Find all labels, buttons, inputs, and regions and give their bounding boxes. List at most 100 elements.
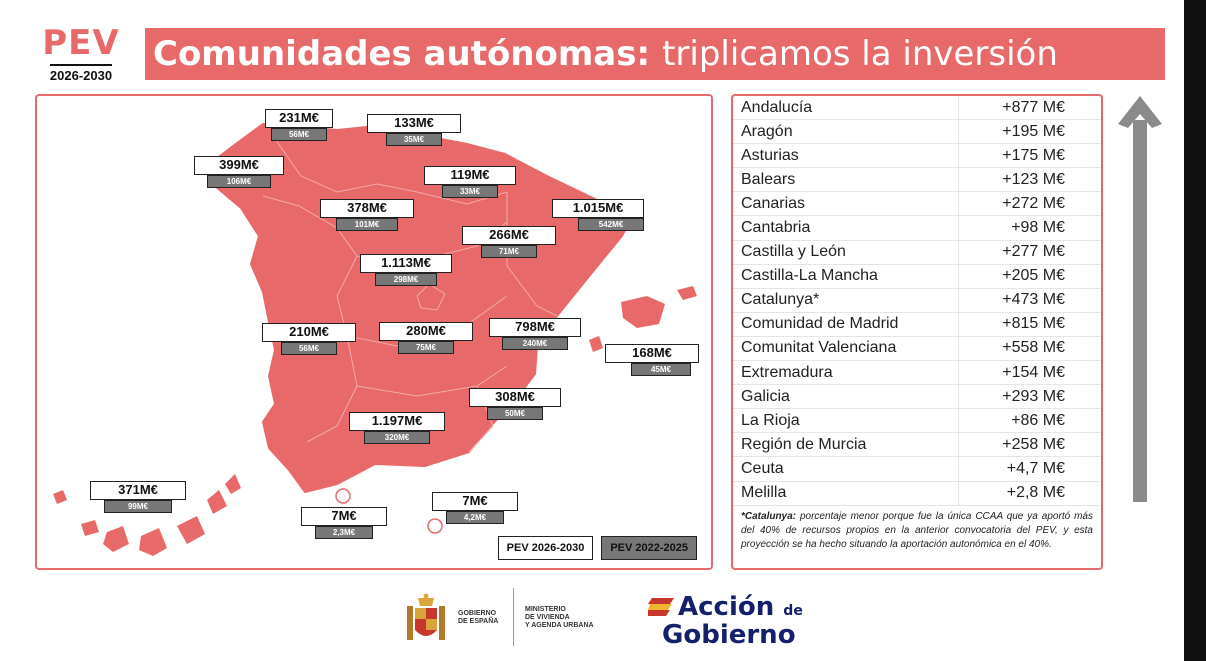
table-cell-value: +4,7 M€ <box>1006 459 1065 477</box>
balears-ibiza <box>589 336 603 352</box>
accion-gobierno: Gobierno <box>662 620 796 650</box>
footnote-label: *Catalunya: <box>741 510 797 522</box>
map-label-new: 399M€ <box>194 156 284 175</box>
table-cell-value: +258 M€ <box>1002 435 1065 453</box>
legend-new: PEV 2026-2030 <box>497 536 594 560</box>
gov-line-1: GOBIERNO <box>458 610 497 617</box>
flag-stripes-icon <box>648 598 674 616</box>
brand-years: 2026-2030 <box>49 64 113 83</box>
table-cell-value: +86 M€ <box>1011 411 1065 429</box>
table-row: Comunitat Valenciana +558 M€ <box>733 336 1101 362</box>
table-cell-name: La Rioja <box>733 409 959 433</box>
gov-logo-text: GOBIERNO DE ESPAÑA <box>458 610 498 626</box>
map-label-melilla: 7M€ 4,2M€ <box>432 492 518 524</box>
table-cell-value: +205 M€ <box>1002 267 1065 285</box>
table-cell-name: Extremadura <box>733 361 959 385</box>
coat-of-arms-icon <box>407 593 445 640</box>
map-label-new: 280M€ <box>379 322 473 341</box>
brand-logo: PEV 2026-2030 <box>36 26 126 85</box>
map-label-castilla-leon: 378M€ 101M€ <box>320 199 414 231</box>
table-cell-name: Comunidad de Madrid <box>733 312 959 336</box>
balears-shape <box>621 296 665 328</box>
table-row: Galicia +293 M€ <box>733 385 1101 410</box>
map-label-new: 1.015M€ <box>552 199 644 218</box>
map-label-madrid: 1.113M€ 298M€ <box>360 254 452 286</box>
spain-map <box>53 122 697 556</box>
min-line-2: DE VIVIENDA <box>525 614 570 621</box>
map-label-old: 33M€ <box>442 185 498 198</box>
table-cell-name: Comunitat Valenciana <box>733 336 959 361</box>
table-cell-value: +272 M€ <box>1002 194 1065 212</box>
map-label-new: 133M€ <box>367 114 461 133</box>
footer-divider <box>513 588 514 646</box>
map-label-old: 56M€ <box>271 128 327 141</box>
table-row: Canarias +272 M€ <box>733 192 1101 217</box>
table-cell-name: Balears <box>733 168 959 192</box>
map-label-new: 7M€ <box>301 507 387 526</box>
table-cell-value: +815 M€ <box>1002 315 1065 333</box>
ministry-logo-text: MINISTERIO DE VIVIENDA Y AGENDA URBANA <box>525 606 594 630</box>
table-cell-name: Galicia <box>733 385 959 409</box>
map-label-ceuta: 7M€ 2,3M€ <box>301 507 387 539</box>
table-cell-name: Aragón <box>733 120 959 144</box>
map-label-cantabria: 133M€ 35M€ <box>367 114 461 146</box>
up-arrow-icon <box>1118 96 1162 128</box>
map-label-new: 1.197M€ <box>349 412 445 431</box>
table-cell-value: +877 M€ <box>1002 98 1065 116</box>
table-cell-name: Cantabria <box>733 216 959 240</box>
table-cell-value: +293 M€ <box>1002 387 1065 405</box>
map-label-canarias: 371M€ 99M€ <box>90 481 186 513</box>
map-label-old: 35M€ <box>386 133 442 146</box>
table-cell-value: +175 M€ <box>1002 146 1065 164</box>
map-label-new: 7M€ <box>432 492 518 511</box>
map-panel: 231M€ 56M€ 133M€ 35M€ 399M€ 106M€ 119M€ … <box>35 94 713 570</box>
table-row: Castilla-La Mancha +205 M€ <box>733 264 1101 289</box>
table-cell-name: Asturias <box>733 144 959 168</box>
footer-logos: GOBIERNO DE ESPAÑA MINISTERIO DE VIVIEND… <box>0 584 1206 654</box>
table-row: Balears +123 M€ <box>733 168 1101 193</box>
footnote: *Catalunya: porcentaje menor porque fue … <box>733 506 1101 556</box>
table-row: Extremadura +154 M€ <box>733 361 1101 386</box>
table-row: Andalucía +877 M€ <box>733 96 1101 121</box>
table-row: La Rioja +86 M€ <box>733 409 1101 434</box>
table-cell-name: Región de Murcia <box>733 433 959 457</box>
map-label-new: 1.113M€ <box>360 254 452 273</box>
map-label-balears: 168M€ 45M€ <box>605 344 699 376</box>
map-label-new: 231M€ <box>265 109 333 128</box>
map-label-old: 99M€ <box>104 500 172 513</box>
table-row: Melilla +2,8 M€ <box>733 481 1101 506</box>
table-row: Comunidad de Madrid +815 M€ <box>733 312 1101 337</box>
accion-line-1: Acción de <box>678 592 803 622</box>
map-label-extremadura: 210M€ 56M€ <box>262 323 356 355</box>
table-cell-value: +2,8 M€ <box>1006 484 1065 502</box>
gov-line-2: DE ESPAÑA <box>458 618 499 625</box>
page-title: Comunidades autónomas: triplicamos la in… <box>145 28 1165 80</box>
map-label-old: 101M€ <box>336 218 398 231</box>
map-label-catalunya: 1.015M€ 542M€ <box>552 199 644 231</box>
table-cell-value: +473 M€ <box>1002 291 1065 309</box>
map-label-aragon: 266M€ 71M€ <box>462 226 556 258</box>
canarias-shapes <box>53 474 241 556</box>
map-label-old: 75M€ <box>398 341 454 354</box>
table-cell-name: Canarias <box>733 192 959 216</box>
table-row: Castilla y León +277 M€ <box>733 240 1101 265</box>
table-cell-value: +123 M€ <box>1002 170 1065 188</box>
map-label-new: 266M€ <box>462 226 556 245</box>
map-label-old: 71M€ <box>481 245 537 258</box>
title-bold: Comunidades autónomas: <box>153 34 651 74</box>
table-cell-value: +98 M€ <box>1011 219 1065 237</box>
table-cell-value: +154 M€ <box>1002 363 1065 381</box>
table-cell-name: Melilla <box>733 481 959 505</box>
legend-old: PEV 2022-2025 <box>601 536 697 560</box>
table-row: Aragón +195 M€ <box>733 120 1101 145</box>
map-label-asturias: 231M€ 56M€ <box>265 109 333 141</box>
up-arrow-shaft <box>1133 120 1147 502</box>
map-label-new: 371M€ <box>90 481 186 500</box>
table-cell-value: +277 M€ <box>1002 243 1065 261</box>
footnote-text: porcentaje menor porque fue la única CCA… <box>741 510 1093 550</box>
map-label-valenciana: 798M€ 240M€ <box>489 318 581 350</box>
table-row: Catalunya* +473 M€ <box>733 288 1101 313</box>
table-cell-name: Andalucía <box>733 96 959 120</box>
map-label-old: 56M€ <box>281 342 337 355</box>
brand-word: PEV <box>42 23 120 63</box>
